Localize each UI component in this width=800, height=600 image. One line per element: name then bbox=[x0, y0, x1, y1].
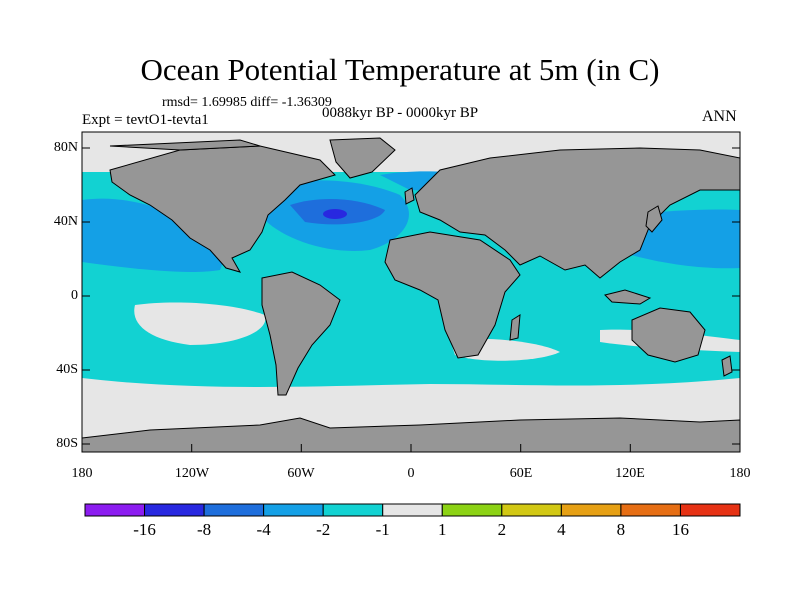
south-america bbox=[261, 271, 341, 396]
lon-label-60w: 60W bbox=[287, 466, 315, 481]
colorbar-swatch bbox=[441, 503, 503, 517]
plot-title: Ocean Potential Temperature at 5m (in C) bbox=[140, 52, 660, 87]
lon-label-60e: 60E bbox=[509, 466, 533, 481]
lon-label-0: 0 bbox=[407, 466, 415, 481]
lat-label-40n: 40N bbox=[53, 214, 78, 229]
colorbar-swatch bbox=[620, 503, 681, 517]
plot-subtitle: 0088kyr BP - 0000kyr BP bbox=[322, 105, 479, 121]
colorbar-label: -2 bbox=[316, 520, 331, 539]
africa bbox=[384, 231, 521, 359]
colorbar-swatch bbox=[263, 503, 324, 517]
lat-tick-marks bbox=[82, 147, 740, 445]
colorbar-label: 8 bbox=[616, 520, 626, 539]
japan bbox=[645, 205, 663, 233]
lat-label-40s: 40S bbox=[56, 362, 78, 377]
colorbar-label: -1 bbox=[375, 520, 390, 539]
land-masses bbox=[82, 137, 740, 452]
colorbar bbox=[84, 503, 741, 517]
arctic-islands bbox=[109, 139, 261, 151]
colorbar-label: -8 bbox=[196, 520, 212, 539]
new-zealand bbox=[721, 355, 733, 377]
british-isles bbox=[404, 187, 415, 205]
stats-text: rmsd= 1.69985 diff= -1.36309 bbox=[162, 95, 332, 110]
lon-label-120e: 120E bbox=[615, 466, 645, 481]
colorbar-swatch bbox=[203, 503, 265, 517]
eurasia bbox=[414, 147, 740, 279]
ocean-deepblue-north-atlantic bbox=[323, 209, 347, 219]
colorbar-swatch bbox=[322, 503, 384, 517]
australia bbox=[631, 307, 706, 363]
madagascar bbox=[509, 314, 521, 341]
colorbar-label: 2 bbox=[497, 520, 507, 539]
map-plot-area bbox=[82, 132, 740, 452]
indonesia bbox=[604, 289, 652, 305]
colorbar-label: -16 bbox=[133, 520, 156, 539]
lat-label-0: 0 bbox=[71, 288, 78, 303]
colorbar-swatch bbox=[560, 503, 622, 517]
lon-label-180e: 180 bbox=[729, 466, 751, 481]
lon-label-120w: 120W bbox=[174, 466, 210, 481]
lat-label-80n: 80N bbox=[53, 140, 78, 155]
colorbar-swatch bbox=[501, 503, 562, 517]
ocean-neutral-south-pacific bbox=[134, 302, 266, 345]
lon-tick-marks bbox=[81, 444, 741, 452]
greenland bbox=[329, 137, 396, 179]
season-label: ANN bbox=[702, 108, 737, 125]
antarctica bbox=[82, 417, 740, 452]
lat-label-80s: 80S bbox=[56, 436, 78, 451]
colorbar-label: -4 bbox=[256, 520, 271, 539]
lon-label-180w: 180 bbox=[71, 466, 93, 481]
colorbar-swatch bbox=[84, 503, 146, 517]
ocean-cyan-southern bbox=[82, 355, 740, 387]
colorbar-swatch bbox=[382, 503, 443, 517]
colorbar-label: 16 bbox=[671, 520, 689, 539]
north-america bbox=[109, 145, 336, 273]
colorbar-label: 1 bbox=[438, 520, 447, 539]
colorbar-swatch bbox=[679, 503, 741, 517]
ocean-blue-north-pacific-east bbox=[82, 198, 223, 273]
colorbar-label: 4 bbox=[557, 520, 566, 539]
experiment-label: Expt = tevtO1-tevta1 bbox=[82, 112, 209, 128]
colorbar-swatch bbox=[144, 503, 205, 517]
